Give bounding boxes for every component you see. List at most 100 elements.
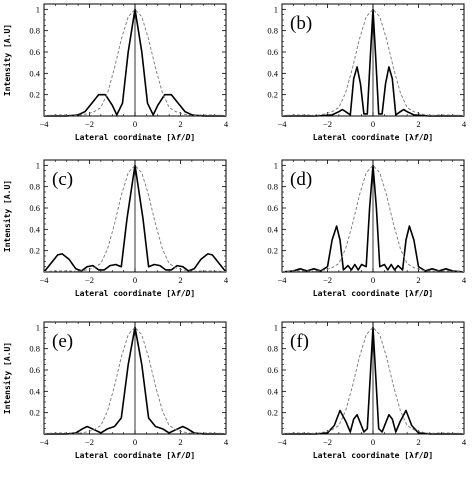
y-tick-label: 0.4	[267, 68, 278, 78]
panel-label: (e)	[52, 331, 73, 352]
y-tick-label: 1	[274, 160, 278, 170]
y-tick-label: 1	[274, 4, 278, 14]
x-tick-label: −4	[277, 437, 287, 447]
x-axis-label-text: Lateral coordinate [λ	[75, 450, 176, 460]
panel-label: (b)	[290, 13, 312, 34]
x-tick-label: 0	[133, 275, 137, 285]
x-tick-label: 4	[462, 119, 467, 129]
y-tick-label: 0.4	[267, 224, 278, 234]
x-tick-label: 0	[133, 437, 137, 447]
x-tick-label: −2	[323, 119, 332, 129]
y-tick-label: 0.2	[267, 246, 278, 256]
x-tick-label: −2	[85, 275, 94, 285]
panel-c: −4 −2 0 2 4 0.2 0.4 0.6 0.8 1 Lateral coordinate […	[2, 159, 229, 298]
x-axis-label: Lateral coordinate [λf/D]	[313, 288, 433, 298]
x-tick-label: −4	[39, 275, 49, 285]
y-tick-label: 0.6	[29, 365, 40, 375]
y-tick-label: 0.2	[267, 90, 278, 100]
x-tick-label: −2	[323, 437, 332, 447]
y-tick-label: 0.6	[267, 365, 278, 375]
x-axis-label-d: D	[423, 289, 429, 298]
x-axis-label: Lateral coordinate [λf/D]	[75, 288, 195, 298]
x-tick-label: −4	[39, 437, 49, 447]
y-tick-label: 0.6	[267, 203, 278, 213]
y-tick-label: 0.8	[267, 344, 278, 354]
x-axis-label-slash: /	[181, 133, 186, 142]
y-tick-label: 0.2	[29, 408, 40, 418]
panel-f: −4 −2 0 2 4 0.2 0.4 0.6 0.8 1 Lateral coordinate […	[267, 321, 467, 460]
y-tick-label: 0.6	[29, 203, 40, 213]
x-tick-label: 4	[224, 119, 229, 129]
x-axis-label-f: f	[176, 133, 181, 142]
y-tick-label: 0.8	[29, 26, 40, 36]
y-tick-label: 0.6	[29, 47, 40, 57]
x-axis-label-d: D	[185, 451, 191, 460]
x-axis-label-f: f	[176, 451, 181, 460]
x-axis-label-close: ]	[190, 289, 195, 298]
reference-curve-dashed	[43, 326, 227, 434]
y-tick-label: 0.2	[29, 246, 40, 256]
y-axis-label: Intensity [A.U]	[2, 24, 12, 96]
x-axis-label-text: Lateral coordinate [λ	[313, 288, 414, 298]
x-tick-label: 4	[462, 437, 467, 447]
x-axis-label-d: D	[423, 133, 429, 142]
y-tick-label: 0.4	[29, 224, 40, 234]
y-tick-label: 0.6	[267, 47, 278, 57]
x-axis-label-close: ]	[428, 133, 433, 142]
x-tick-label: 2	[416, 437, 420, 447]
reference-curve-dashed	[281, 164, 465, 272]
reference-curve-dashed	[43, 8, 227, 116]
x-axis-label-slash: /	[419, 133, 424, 142]
x-tick-label: 2	[416, 119, 420, 129]
panel-b: −4 −2 0 2 4 0.2 0.4 0.6 0.8 1 Lateral coordinate […	[267, 3, 467, 142]
x-tick-label: 4	[224, 275, 229, 285]
x-tick-label: −4	[277, 119, 287, 129]
y-tick-label: 0.2	[29, 90, 40, 100]
x-tick-label: 4	[224, 437, 229, 447]
x-axis-label-f: f	[414, 133, 419, 142]
x-tick-label: −2	[85, 437, 94, 447]
intensity-curve-solid	[282, 326, 464, 435]
x-tick-label: −4	[39, 119, 49, 129]
x-axis-label-d: D	[185, 289, 191, 298]
x-axis-label-d: D	[185, 133, 191, 142]
x-axis-label-text: Lateral coordinate [λ	[313, 450, 414, 460]
x-axis-label: Lateral coordinate [λf/D]	[75, 450, 195, 460]
x-axis-label-text: Lateral coordinate [λ	[75, 132, 176, 142]
x-axis-label-close: ]	[190, 133, 195, 142]
x-tick-label: −2	[323, 275, 332, 285]
x-tick-label: 0	[371, 119, 375, 129]
y-tick-label: 0.4	[29, 386, 40, 396]
intensity-curve-solid	[282, 8, 464, 117]
x-axis-label: Lateral coordinate [λf/D]	[75, 132, 195, 142]
x-axis-label-slash: /	[181, 289, 186, 298]
x-tick-label: 2	[178, 437, 182, 447]
x-axis-label-slash: /	[181, 451, 186, 460]
x-tick-label: 4	[462, 275, 467, 285]
y-axis-label: Intensity [A.U]	[2, 180, 12, 252]
x-tick-label: 2	[178, 119, 182, 129]
y-tick-label: 0.8	[267, 26, 278, 36]
intensity-curve-solid	[43, 164, 227, 273]
x-axis-label-close: ]	[428, 289, 433, 298]
x-axis-label: Lateral coordinate [λf/D]	[313, 132, 433, 142]
x-axis-label-slash: /	[419, 451, 424, 460]
intensity-curve-solid	[281, 164, 465, 273]
x-tick-label: 0	[133, 119, 137, 129]
x-axis-label-f: f	[414, 451, 419, 460]
panel-label: (d)	[290, 169, 312, 190]
x-axis-label-d: D	[423, 451, 429, 460]
x-tick-label: 2	[178, 275, 182, 285]
intensity-curve-solid	[44, 8, 226, 117]
panel-d: −4 −2 0 2 4 0.2 0.4 0.6 0.8 1 Lateral coordinate […	[267, 159, 467, 298]
x-axis-label-text: Lateral coordinate [λ	[313, 132, 414, 142]
y-tick-label: 0.4	[29, 68, 40, 78]
x-axis-label-close: ]	[428, 451, 433, 460]
y-tick-label: 0.4	[267, 386, 278, 396]
panel-label: (f)	[290, 331, 309, 352]
y-tick-label: 1	[36, 160, 40, 170]
y-tick-label: 1	[36, 4, 40, 14]
reference-curve-dashed	[43, 164, 227, 272]
x-axis-label-f: f	[176, 289, 181, 298]
